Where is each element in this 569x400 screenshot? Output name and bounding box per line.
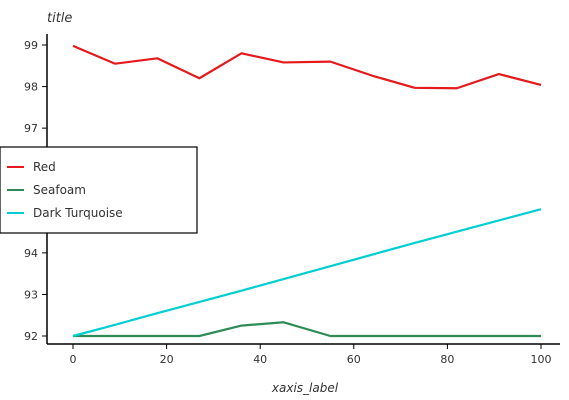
- legend-label-seafoam: Seafoam: [33, 183, 86, 197]
- x-tick-label: 100: [531, 353, 552, 366]
- legend-box: [0, 146, 198, 234]
- series-line-dark-turquoise: [72, 208, 542, 338]
- y-tick-label: 99: [24, 39, 38, 52]
- series-layer: [72, 44, 542, 338]
- y-tick-label: 94: [24, 247, 38, 260]
- legend-label-dark-turquoise: Dark Turquoise: [33, 206, 123, 220]
- series-line-seafoam: [73, 321, 541, 338]
- x-axis-title: xaxis_label: [271, 381, 339, 395]
- y-tick-label: 97: [24, 122, 38, 135]
- x-axis-ticks: 0 20 40 60 80 100: [70, 344, 552, 366]
- series-line-red: [72, 44, 542, 90]
- x-tick-label: 20: [160, 353, 174, 366]
- y-tick-label: 92: [24, 330, 38, 343]
- x-tick-label: 60: [347, 353, 361, 366]
- x-tick-label: 0: [70, 353, 77, 366]
- x-tick-label: 80: [440, 353, 454, 366]
- x-tick-label: 40: [253, 353, 267, 366]
- y-tick-label: 93: [24, 288, 38, 301]
- y-tick-label: 98: [24, 81, 38, 94]
- legend: Red Seafoam Dark Turquoise: [0, 146, 198, 234]
- chart-title: title: [47, 11, 72, 26]
- legend-label-red: Red: [33, 160, 56, 174]
